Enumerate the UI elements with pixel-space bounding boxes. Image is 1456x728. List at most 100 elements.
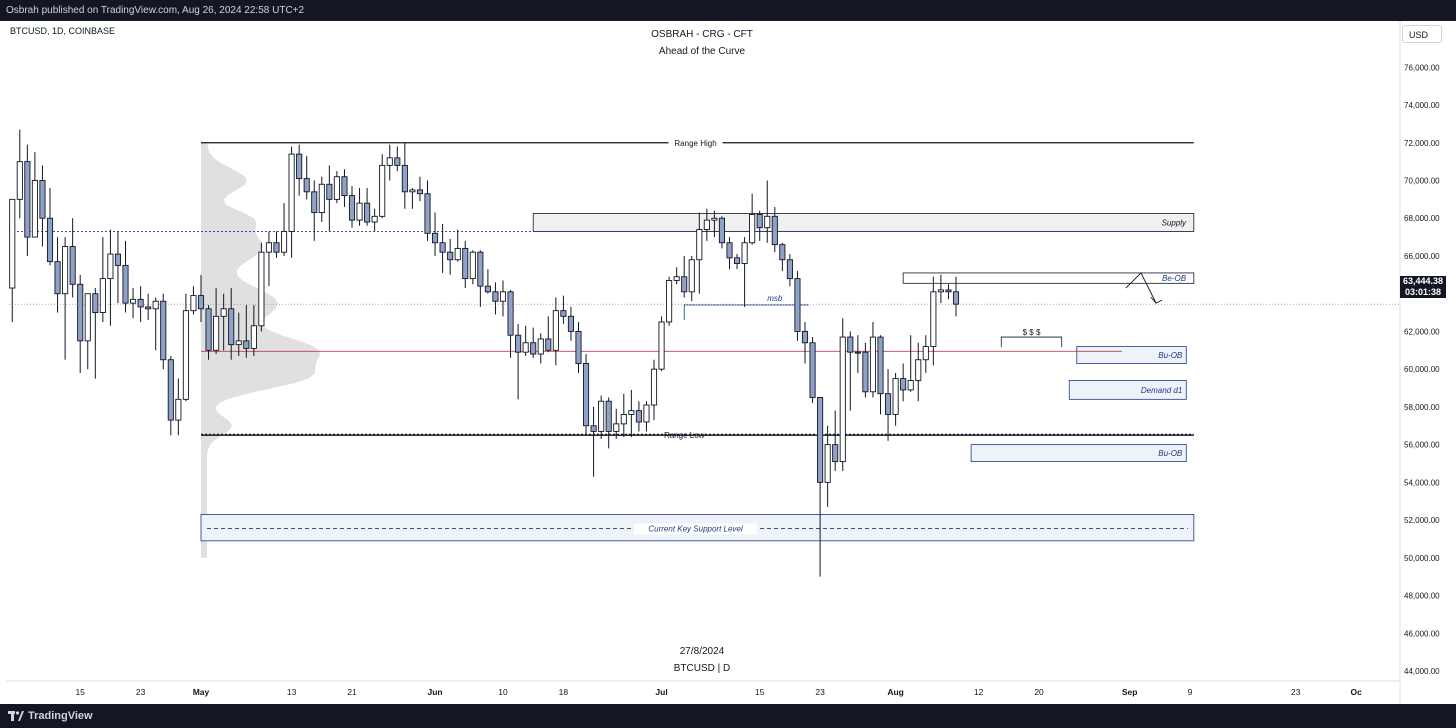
candle-body[interactable] [545,338,552,351]
candle-body[interactable] [635,410,642,423]
candle-body[interactable] [243,340,250,349]
candle-body[interactable] [907,380,914,391]
candle-body[interactable] [522,342,529,353]
candle-body[interactable] [99,278,106,314]
candle-body[interactable] [605,400,612,432]
candle-body[interactable] [69,246,76,285]
candle-body[interactable] [9,198,16,289]
candle-body[interactable] [854,351,861,354]
candle-body[interactable] [749,214,756,244]
candle-body[interactable] [145,306,152,310]
candle-body[interactable] [303,178,310,193]
candle-body[interactable] [681,276,688,293]
currency-button[interactable]: USD [1402,25,1442,43]
candle-body[interactable] [779,244,786,261]
candle-body[interactable] [892,378,899,415]
candle-body[interactable] [711,217,718,221]
candle-body[interactable] [197,295,205,310]
candle-body[interactable] [160,300,167,361]
candle-body[interactable] [839,336,846,463]
candle-body[interactable] [16,161,23,200]
candle-body[interactable] [560,310,567,317]
candle-body[interactable] [213,315,220,351]
candle-body[interactable] [46,217,54,263]
candle-body[interactable] [658,321,665,370]
candle-body[interactable] [756,214,763,229]
candle-body[interactable] [613,423,620,432]
candle-body[interactable] [484,285,491,293]
candle-body[interactable] [175,398,182,421]
candle-body[interactable] [311,191,318,214]
candle-body[interactable] [832,444,839,463]
candle-body[interactable] [794,278,801,332]
candle-body[interactable] [696,229,703,261]
candle-body[interactable] [114,253,121,266]
candle-body[interactable] [281,230,288,253]
candle-body[interactable] [205,308,212,351]
candle-body[interactable] [228,308,235,346]
candle-body[interactable] [847,336,854,353]
candle-body[interactable] [356,202,363,221]
candle-body[interactable] [348,195,356,221]
candle-body[interactable] [877,336,884,395]
candle-body[interactable] [643,404,650,423]
candle-body[interactable] [62,246,69,295]
candle-body[interactable] [499,291,507,302]
candle-body[interactable] [462,247,469,280]
candle-body[interactable] [416,189,424,195]
candle-body[interactable] [258,251,265,327]
candle-body[interactable] [515,334,522,353]
candle-body[interactable] [54,261,61,295]
candle-body[interactable] [809,342,816,398]
chart-area[interactable]: Range High Range Low Supply Be-OB Bu-OB Deman… [6,21,1450,704]
candle-body[interactable] [869,336,876,393]
candle-body[interactable] [84,293,91,342]
candle-body[interactable] [129,298,137,304]
candle-body[interactable] [937,289,944,293]
candle-body[interactable] [786,259,793,280]
candle-body[interactable] [718,217,725,244]
candle-body[interactable] [167,359,174,421]
candle-body[interactable] [432,232,439,244]
candle-body[interactable] [454,247,461,261]
candle-body[interactable] [318,183,325,214]
candle-body[interactable] [24,161,31,238]
candle-body[interactable] [333,176,340,200]
candle-body[interactable] [552,310,559,351]
candle-body[interactable] [107,253,114,280]
candle-body[interactable] [688,259,695,293]
candle-body[interactable] [620,413,627,425]
candle-body[interactable] [922,346,929,361]
time-axis[interactable]: 15 23 May 13 21 Jun 10 18 Jul 15 23 Aug 12 20 Sep 9 23 Oc [6,680,1400,697]
candle-body[interactable] [273,242,280,253]
candle-body[interactable] [945,289,952,293]
candle-body[interactable] [771,215,778,246]
candle-body[interactable] [288,153,295,232]
candle-body[interactable] [575,330,582,364]
candle-body[interactable] [235,340,242,346]
candle-body[interactable] [703,219,710,230]
candle-body[interactable] [31,180,38,238]
candle-body[interactable] [537,338,544,355]
candle-body[interactable] [666,280,673,323]
candle-body[interactable] [726,242,733,259]
candle-body[interactable] [379,164,386,217]
candle-body[interactable] [401,164,408,193]
candle-body[interactable] [296,153,303,180]
candle-body[interactable] [182,310,189,400]
candle-body[interactable] [447,251,454,261]
candle-body[interactable] [741,242,748,264]
candle-body[interactable] [628,410,635,415]
candle-body[interactable] [190,295,197,312]
candle-body[interactable] [250,325,257,349]
candle-body[interactable] [734,257,741,264]
candle-body[interactable] [137,298,144,308]
price-chart-svg[interactable]: Range High Range Low Supply Be-OB Bu-OB Deman… [6,21,1450,704]
candles-layer[interactable] [9,129,960,577]
candle-body[interactable] [764,215,771,229]
candle-body[interactable] [92,293,99,314]
candle-body[interactable] [952,291,960,305]
candle-body[interactable] [364,202,371,223]
candle-body[interactable] [439,242,446,253]
candle-body[interactable] [530,342,537,355]
